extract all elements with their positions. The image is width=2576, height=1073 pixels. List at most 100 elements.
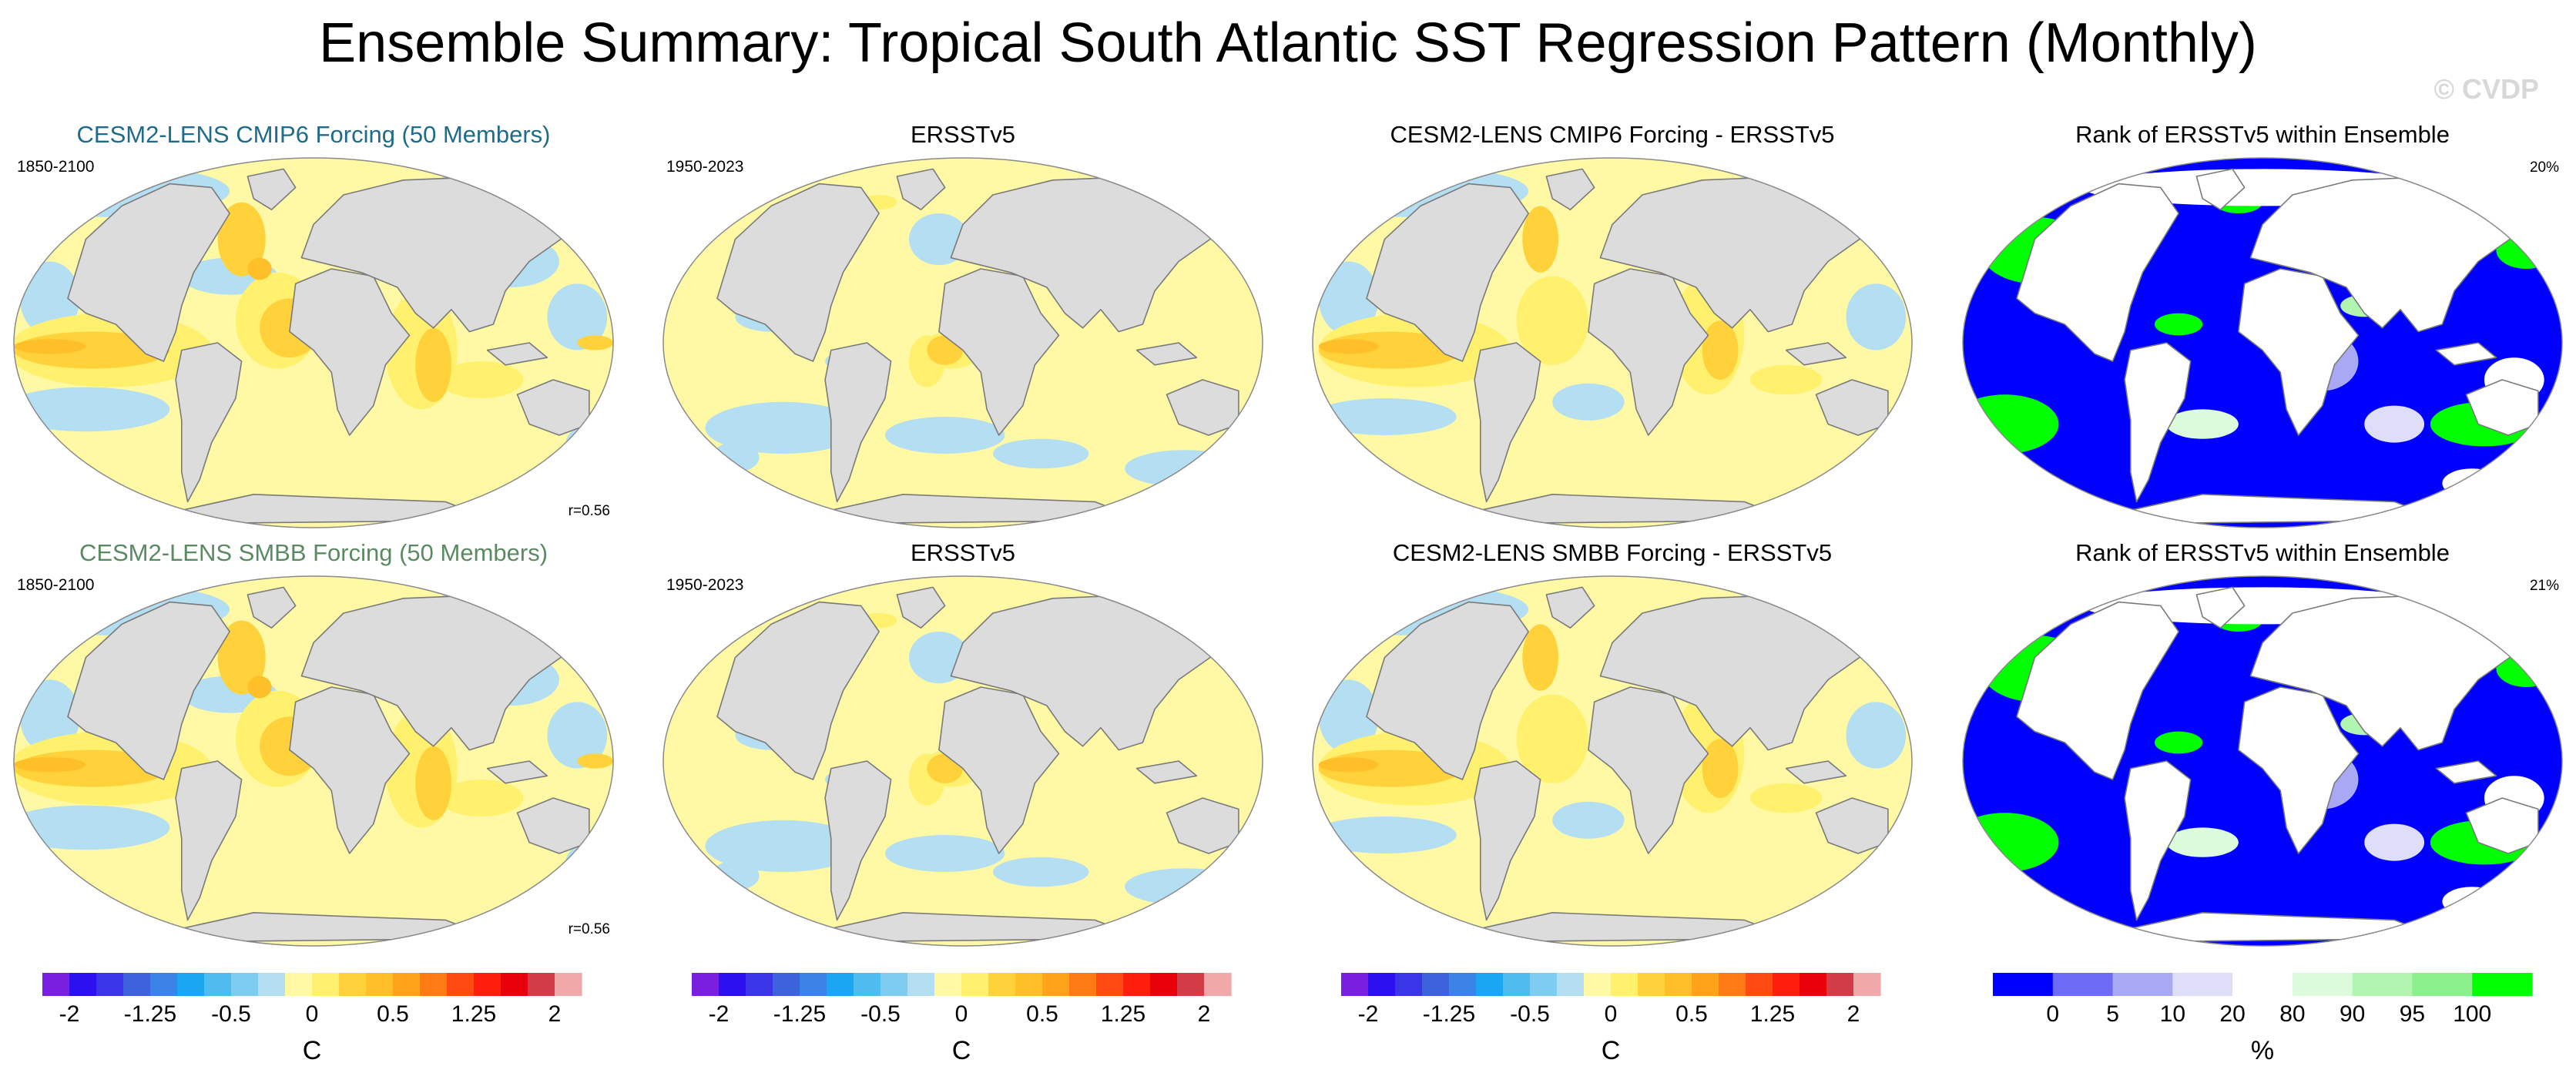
landmass-namerica	[2016, 183, 2179, 362]
colorbar-swatch	[1826, 973, 1854, 996]
map-field	[1963, 576, 2562, 946]
globe-outline	[13, 157, 614, 528]
map-panel: Rank of ERSSTv5 within Ensemble 20%	[1962, 121, 2563, 528]
landmass-samerica	[1474, 342, 1541, 503]
contour-region	[1702, 739, 1739, 798]
colorbar-tick-label: -0.5	[211, 1001, 251, 1027]
contour-region	[14, 757, 86, 773]
map-field	[1313, 158, 1912, 528]
contour-region	[2154, 731, 2203, 754]
contour-region	[1552, 383, 1625, 421]
globe-outline	[1312, 157, 1913, 528]
contour-region	[1846, 702, 1907, 769]
colorbar-swatch	[258, 973, 286, 996]
panel-title: Rank of ERSSTv5 within Ensemble	[2075, 539, 2450, 566]
contour-region	[2442, 468, 2503, 498]
colorbar-tick-label: 2	[1847, 1001, 1860, 1027]
colorbar-swatch	[1853, 973, 1881, 996]
colorbar-swatch	[447, 973, 475, 996]
contour-region	[1963, 394, 2059, 454]
landmass-namerica	[716, 601, 880, 780]
colorbars: -2 -1.25 -0.5 0 0.5 1.25 2 C -2 -1.25 -0.5 0 0.5 1.25…	[42, 973, 2533, 1065]
contour-region	[1318, 339, 1379, 354]
map-panel: ERSSTv5 1950-2023	[662, 121, 1263, 528]
rank-percent-label: 21%	[2530, 578, 2559, 594]
colorbar-swatch	[934, 973, 962, 996]
colorbar-tick-label: 0	[1605, 1001, 1618, 1027]
contour-region	[415, 746, 451, 820]
map-field	[14, 576, 613, 946]
period-label: 1950-2023	[666, 158, 743, 176]
colorbar-swatch	[2352, 973, 2413, 996]
landmass-samerica	[824, 342, 892, 503]
globe-outline	[662, 575, 1263, 947]
contour-region	[884, 417, 1005, 454]
colorbar-swatch	[1341, 973, 1369, 996]
colorbar-swatch	[366, 973, 394, 996]
colorbar-tick-label: 90	[2340, 1001, 2365, 1027]
contour-region	[14, 387, 170, 432]
colorbar-swatch	[1611, 973, 1639, 996]
contour-region	[14, 339, 86, 354]
map-panel: Rank of ERSSTv5 within Ensemble 21%	[1962, 539, 2563, 947]
panel-title: ERSSTv5	[911, 121, 1015, 148]
colorbar-swatch	[1368, 973, 1396, 996]
colorbar-swatch	[961, 973, 989, 996]
colorbar-tick-label: 2	[548, 1001, 562, 1027]
contour-region	[547, 283, 608, 350]
contour-region	[1522, 624, 1558, 691]
colorbar-units-label: %	[2251, 1036, 2274, 1065]
colorbar-swatch	[555, 973, 582, 996]
colorbar-tick-label: 0.5	[377, 1001, 409, 1027]
colorbar-swatch	[285, 973, 313, 996]
colorbar-swatch	[692, 973, 719, 996]
contour-region	[2022, 487, 2071, 509]
map-field	[663, 158, 1263, 528]
contour-region	[705, 401, 861, 454]
contour-region	[1749, 783, 1823, 813]
contour-region	[711, 442, 760, 472]
contour-region	[2166, 409, 2239, 439]
colorbar-tick-label: 0.5	[1675, 1001, 1708, 1027]
contour-region	[2442, 887, 2503, 917]
contour-region	[992, 438, 1089, 469]
map-field	[663, 576, 1263, 946]
globe-outline	[1962, 575, 2563, 947]
pattern-correlation-label: r=0.56	[569, 921, 610, 937]
panel-title: CESM2-LENS SMBB Forcing - ERSSTv5	[1393, 539, 1832, 566]
colorbar-tick-label: 100	[2453, 1001, 2491, 1027]
colorbar-swatch	[339, 973, 367, 996]
contour-region	[217, 202, 266, 277]
colorbar-units-label: C	[303, 1036, 322, 1065]
contour-region	[217, 620, 266, 695]
colorbar-swatch	[1422, 973, 1450, 996]
colorbar-swatch	[854, 973, 881, 996]
contour-region	[1963, 813, 2059, 872]
figure-title: Ensemble Summary: Tropical South Atlanti…	[319, 12, 2257, 74]
colorbar-swatch	[2232, 973, 2293, 996]
landmass-greenland	[896, 586, 946, 629]
colorbar-tick-label: 1.25	[1750, 1001, 1795, 1027]
map-panel: CESM2-LENS CMIP6 Forcing (50 Members) 185…	[13, 121, 614, 528]
colorbar-swatch	[2472, 973, 2533, 996]
landmass-eurasia	[950, 594, 1222, 751]
colorbar-tick-label: -2	[59, 1001, 80, 1027]
colorbar-swatch	[827, 973, 854, 996]
landmass-greenland	[896, 168, 946, 211]
colorbar-tick-label: -2	[709, 1001, 730, 1027]
rank-percent-label: 20%	[2530, 159, 2559, 176]
colorbar-tick-label: 0	[2046, 1001, 2059, 1027]
colorbar-swatch	[150, 973, 178, 996]
contour-region	[1702, 320, 1739, 380]
colorbar-swatch	[393, 973, 421, 996]
map-panel: CESM2-LENS CMIP6 Forcing - ERSSTv5	[1312, 121, 1913, 528]
landmass-eurasia	[2249, 176, 2521, 333]
colorbar-swatch	[2112, 973, 2173, 996]
globe-outline	[662, 157, 1263, 528]
colorbar-tick-label: -1.25	[124, 1001, 176, 1027]
colorbar-swatch	[1665, 973, 1692, 996]
colorbar-tick-label: -2	[1358, 1001, 1379, 1027]
contour-region	[1313, 816, 1457, 853]
colorbar-diverging: -2 -1.25 -0.5 0 0.5 1.25 2 C	[692, 973, 1232, 1065]
